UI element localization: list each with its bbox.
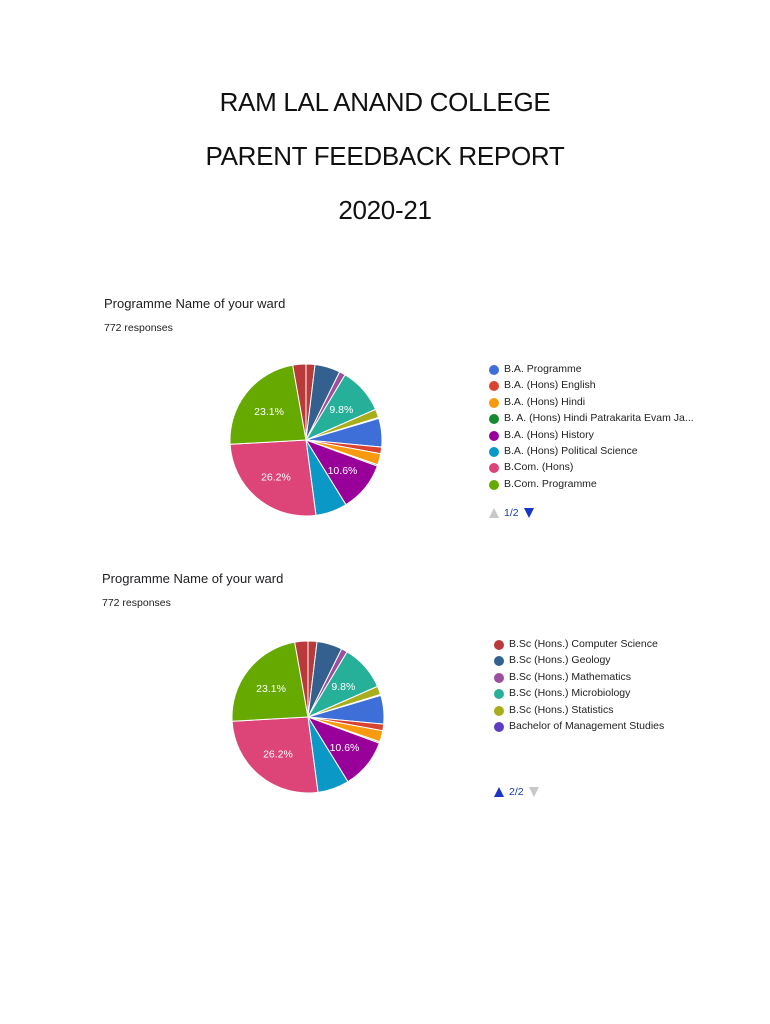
legend-color-swatch [489,430,499,441]
pie-data-label: 10.6% [328,465,358,477]
legend-label: B.Sc (Hons.) Geology [509,654,611,667]
chart-panel-1: Programme Name of your ward 772 response… [0,290,770,560]
pie-slice-b-com-hons[interactable] [229,439,317,517]
pie-slice-other-14[interactable] [292,363,307,441]
report-name-heading: PARENT FEEDBACK REPORT [205,141,565,171]
legend-prev-page-icon[interactable] [494,787,504,798]
legend-label: B.A. (Hons) History [504,428,594,441]
legend-label: B.Sc (Hons.) Statistics [509,703,614,716]
legend-label: B.Com. (Hons) [504,461,574,474]
chart-response-count: 772 responses [104,322,173,334]
legend-label: Bachelor of Management Studies [509,719,665,732]
legend-label: B.A. (Hons) English [504,379,596,392]
chart-panel-2: Programme Name of your ward 772 response… [0,565,770,835]
chart-response-count: 772 responses [102,597,171,609]
legend-color-swatch [494,656,504,667]
legend-label: B.Com. Programme [504,477,597,490]
college-name-heading: RAM LAL ANAND COLLEGE [219,87,551,117]
pie-data-label: 26.2% [261,471,291,483]
legend-color-swatch [494,721,504,732]
legend-color-swatch [489,365,499,375]
legend-color-swatch [489,397,499,408]
legend-next-page-icon[interactable] [528,787,539,798]
legend-color-swatch [489,381,499,392]
legend-label: B.A. (Hons) Political Science [504,444,638,457]
legend-page-indicator: 2/2 [509,786,524,799]
legend-label: B.A. (Hons) Hindi [504,395,586,408]
legend-label: B.Sc (Hons.) Microbiology [509,687,631,700]
pie-data-label: 9.8% [331,681,355,693]
pie-data-label: 10.6% [330,742,360,754]
legend-pager: 1/2 [489,507,534,519]
pie-data-label: 23.1% [254,406,284,418]
legend-label: B. A. (Hons) Hindi Patrakarita Evam Ja..… [504,412,694,425]
legend-next-page-icon[interactable] [523,508,534,519]
legend-color-swatch [489,446,499,457]
pie-chart: 9.8% 10.6% 26.2% 23.1% [231,640,385,794]
chart-title: Programme Name of your ward [102,571,284,586]
pie-data-label: 23.1% [256,683,286,695]
legend-color-swatch [494,672,504,683]
pie-data-label: 26.2% [263,748,293,760]
pie-chart: 9.8% 10.6% 26.2% 23.1% [229,363,383,517]
legend-color-swatch [494,689,504,700]
legend-prev-page-icon[interactable] [489,508,499,519]
pie-slice-b-com-programme[interactable] [231,641,309,722]
report-year-heading: 2020-21 [338,195,432,225]
legend-color-swatch [489,414,499,425]
legend-label: B.Sc (Hons.) Computer Science [509,638,658,650]
report-title-block: RAM LAL ANAND COLLEGE PARENT FEEDBACK RE… [0,88,770,250]
pie-slice-other-14[interactable] [294,640,309,718]
legend-label: B.A. Programme [504,363,582,375]
legend-page-indicator: 1/2 [504,507,519,520]
legend-pager: 2/2 [494,786,539,798]
pie-slice-b-com-programme[interactable] [229,364,307,445]
legend-color-swatch [494,705,504,716]
legend-color-swatch [489,479,499,490]
legend-color-swatch [494,640,504,650]
chart-title: Programme Name of your ward [104,296,286,311]
legend-label: B.Sc (Hons.) Mathematics [509,670,631,683]
legend-color-swatch [489,463,499,474]
pie-data-label: 9.8% [329,404,353,416]
pie-slice-b-com-hons[interactable] [231,716,319,794]
